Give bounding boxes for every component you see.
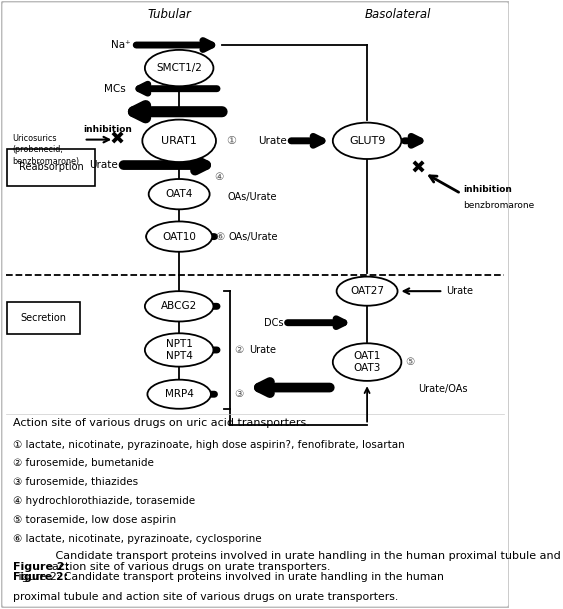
Text: OAT10: OAT10: [162, 231, 196, 242]
Ellipse shape: [146, 222, 212, 252]
Ellipse shape: [142, 119, 216, 162]
Text: Urate: Urate: [258, 136, 287, 146]
Text: ABCG2: ABCG2: [161, 301, 197, 311]
Text: proximal tubule and action site of various drugs on urate transporters.: proximal tubule and action site of vario…: [12, 592, 398, 602]
Text: ①: ①: [226, 136, 236, 146]
Text: Urate: Urate: [90, 160, 118, 170]
Text: Action site of various drugs on uric acid transporters.: Action site of various drugs on uric aci…: [12, 418, 310, 429]
Ellipse shape: [337, 276, 397, 306]
Text: URAT1: URAT1: [161, 136, 197, 146]
Text: Tubular: Tubular: [147, 9, 191, 21]
Text: ④ hydrochlorothiazide, torasemide: ④ hydrochlorothiazide, torasemide: [12, 496, 195, 506]
Ellipse shape: [145, 333, 213, 367]
Text: ②: ②: [234, 345, 244, 355]
Text: benzbromarone: benzbromarone: [463, 201, 535, 210]
Text: OAT1
OAT3: OAT1 OAT3: [354, 351, 381, 373]
FancyBboxPatch shape: [7, 302, 79, 334]
Text: Candidate transport proteins involved in urate handling in the human proximal tu: Candidate transport proteins involved in…: [52, 551, 561, 572]
Text: ✖: ✖: [410, 159, 426, 177]
Text: ① lactate, nicotinate, pyrazinoate, high dose aspirin?, fenofibrate, losartan: ① lactate, nicotinate, pyrazinoate, high…: [12, 440, 404, 449]
Text: DCs: DCs: [264, 318, 283, 328]
Ellipse shape: [333, 343, 401, 381]
Text: OAs/Urate: OAs/Urate: [229, 231, 279, 242]
Text: inhibition: inhibition: [463, 185, 512, 194]
Text: MCs: MCs: [104, 83, 126, 94]
Text: SMCT1/2: SMCT1/2: [156, 63, 202, 73]
Text: GLUT9: GLUT9: [349, 136, 385, 146]
Ellipse shape: [145, 291, 213, 322]
Text: ⑤ torasemide, low dose aspirin: ⑤ torasemide, low dose aspirin: [12, 515, 176, 525]
Ellipse shape: [148, 379, 211, 409]
Text: Secretion: Secretion: [20, 314, 66, 323]
Text: ⑤: ⑤: [405, 357, 415, 367]
Text: ② furosemide, bumetanide: ② furosemide, bumetanide: [12, 459, 154, 468]
Text: Na⁺: Na⁺: [111, 40, 131, 50]
Text: Basolateral: Basolateral: [364, 9, 431, 21]
FancyBboxPatch shape: [7, 149, 95, 186]
Text: inhibition: inhibition: [84, 125, 132, 135]
Text: ③ furosemide, thiazides: ③ furosemide, thiazides: [12, 477, 138, 487]
Ellipse shape: [149, 179, 209, 209]
Text: ⑥: ⑥: [215, 231, 225, 242]
Text: Reabsorption: Reabsorption: [19, 163, 83, 172]
Text: Urate/OAs: Urate/OAs: [418, 384, 467, 395]
Ellipse shape: [333, 122, 401, 159]
Ellipse shape: [145, 50, 213, 86]
Text: ⑥ lactate, nicotinate, pyrazinoate, cyclosporine: ⑥ lactate, nicotinate, pyrazinoate, cycl…: [12, 533, 261, 544]
Text: OAT27: OAT27: [350, 286, 384, 296]
Text: ✖: ✖: [110, 130, 125, 149]
Text: ③: ③: [234, 389, 244, 400]
Text: OAs/Urate: OAs/Urate: [227, 192, 277, 202]
Text: Urate: Urate: [249, 345, 276, 355]
Text: Urate: Urate: [446, 286, 473, 296]
Text: NPT1
NPT4: NPT1 NPT4: [166, 339, 193, 361]
Text: Figure 2:: Figure 2:: [12, 563, 69, 572]
Text: Uricosurics
(probenecid,
benzbromarone): Uricosurics (probenecid, benzbromarone): [12, 135, 80, 166]
Text: Figure 2: Candidate transport proteins involved in urate handling in the human: Figure 2: Candidate transport proteins i…: [12, 572, 444, 582]
Text: OAT4: OAT4: [166, 189, 193, 199]
Text: Figure 2:: Figure 2:: [12, 572, 68, 582]
Text: ④: ④: [214, 172, 224, 182]
Text: MRP4: MRP4: [165, 389, 194, 400]
